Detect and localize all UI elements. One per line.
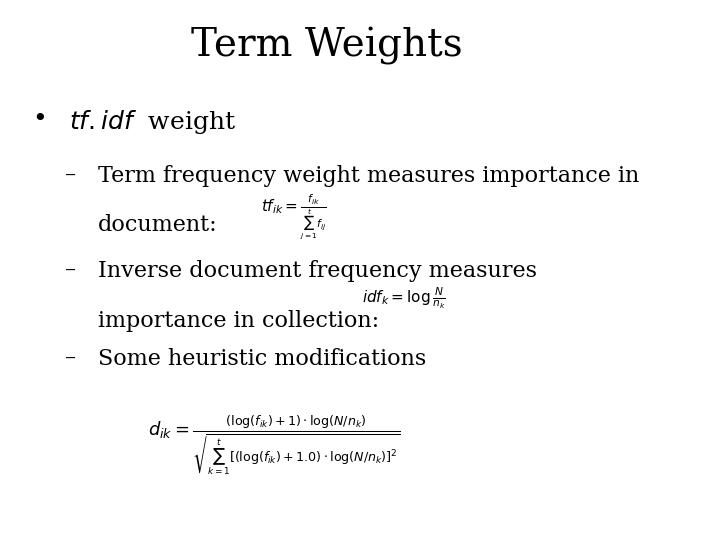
Text: –: – — [66, 165, 76, 187]
Text: document:: document: — [98, 214, 217, 237]
Text: Inverse document frequency measures: Inverse document frequency measures — [98, 260, 537, 282]
Text: –: – — [66, 260, 76, 282]
Text: $idf_k = \log \frac{N}{n_k}$: $idf_k = \log \frac{N}{n_k}$ — [362, 286, 446, 310]
Text: Some heuristic modifications: Some heuristic modifications — [98, 348, 426, 370]
Text: $\mathit{tf.idf}$  weight: $\mathit{tf.idf}$ weight — [68, 108, 235, 136]
Text: $d_{ik} = \frac{(\log(f_{ik})+1)\cdot\log(N/n_k)}{\sqrt{\sum_{k=1}^{t}[(\log(f_{: $d_{ik} = \frac{(\log(f_{ik})+1)\cdot\lo… — [148, 414, 400, 477]
Text: Term Weights: Term Weights — [191, 27, 462, 65]
Text: Term frequency weight measures importance in: Term frequency weight measures importanc… — [98, 165, 639, 187]
Text: –: – — [66, 348, 76, 370]
Text: •: • — [32, 108, 48, 131]
Text: $tf_{ik} = \frac{f_{ik}}{\sum_{j=1}^{t} f_{ij}}$: $tf_{ik} = \frac{f_{ik}}{\sum_{j=1}^{t} … — [261, 193, 327, 241]
Text: importance in collection:: importance in collection: — [98, 310, 379, 332]
